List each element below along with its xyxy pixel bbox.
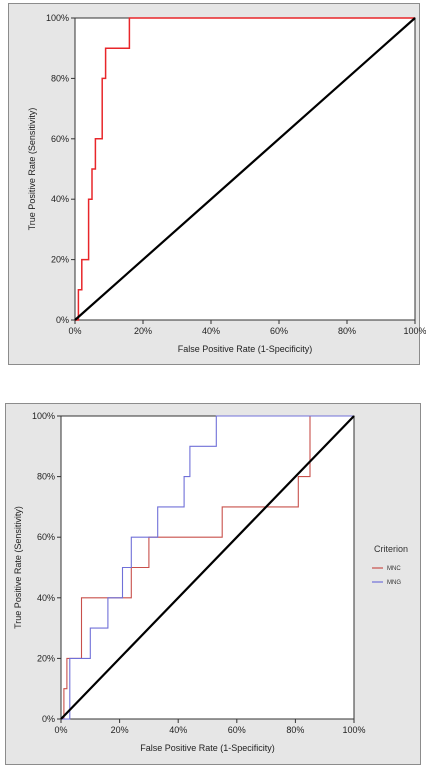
chart1-y-tick-label: 60% [51,134,69,144]
chart2-x-tick-label: 40% [169,725,187,735]
chart2-legend-label-mnc: MNC [387,566,401,572]
chart2-x-tick-label: 60% [228,725,246,735]
chart2-y-tick-label: 60% [37,532,55,542]
chart1-x-axis-title: False Positive Rate (1-Specificity) [178,344,313,354]
chart1-x-tick-label: 100% [403,326,426,336]
chart2-y-tick-label: 80% [37,472,55,482]
chart2-reference-diagonal-line [60,415,355,720]
chart1-x-tick-label: 40% [202,326,220,336]
roc-chart-1: 0% 20% 40% 60% 80% 100% 0% 20% 40% 60% 80% 100% Fals… [27,13,426,354]
chart1-x-tick-label: 20% [134,326,152,336]
roc-chart-1-panel: 0% 20% 40% 60% 80% 100% 0% 20% 40% 60% 80% 100% Fals… [8,3,426,365]
chart2-legend-label-mng: MNG [387,580,401,586]
roc-chart-2-panel: 0% 20% 40% 60% 80% 100% 0% 20% 40% 60% 80% 100% Fals… [5,403,421,765]
chart1-y-tick-label: 0% [56,315,69,325]
chart2-series-mng-line [61,415,354,720]
chart1-x-tick-label: 60% [270,326,288,336]
chart2-x-axis-title: False Positive Rate (1-Specificity) [140,743,275,753]
chart1-x-tick-label: 80% [338,326,356,336]
chart1-y-tick-label: 80% [51,73,69,83]
chart1-y-tick-label: 100% [46,13,69,23]
chart1-y-tick-label: 40% [51,194,69,204]
chart2-y-tick-label: 20% [37,653,55,663]
chart1-y-tick-label: 20% [51,255,69,265]
chart1-x-tick-label: 0% [68,326,81,336]
chart2-x-tick-label: 80% [286,725,304,735]
chart2-x-tick-label: 100% [342,725,365,735]
chart2-series-mnc-line [61,415,354,720]
chart1-y-axis-title: True Positive Rate (Sensitivity) [27,108,37,231]
chart2-y-tick-label: 0% [42,714,55,724]
chart2-x-tick-label: 20% [111,725,129,735]
chart2-y-tick-label: 40% [37,593,55,603]
chart2-y-tick-label: 100% [32,411,55,421]
chart1-reference-diagonal-line [74,17,416,321]
chart1-roc-curve-line [75,17,415,321]
chart2-legend-title: Criterion [374,544,408,554]
chart2-y-axis-title: True Positive Rate (Sensitivity) [13,506,23,629]
roc-chart-2: 0% 20% 40% 60% 80% 100% 0% 20% 40% 60% 80% 100% Fals… [13,411,408,753]
chart2-x-tick-label: 0% [54,725,67,735]
